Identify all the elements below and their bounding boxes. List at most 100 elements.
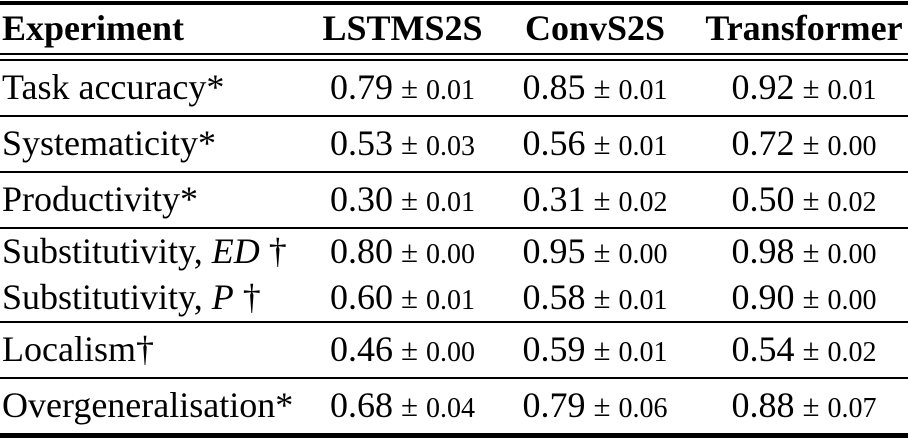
- value-cell: 0.54 ±0.02: [700, 329, 908, 370]
- value-cell: 0.72 ±0.00: [700, 123, 908, 164]
- value-cell: 0.92 ±0.01: [700, 67, 908, 108]
- value-cell: 0.50 ±0.02: [700, 180, 908, 219]
- row-label-text: Overgeneralisation: [2, 385, 276, 426]
- row-label-text: Productivity: [2, 179, 180, 220]
- row-label-marker: *: [275, 385, 294, 426]
- value: 0.88: [731, 385, 795, 426]
- value-cell: 0.53 ±0.03: [315, 124, 490, 163]
- plus-minus: ±: [593, 234, 611, 270]
- error-value: 0.01: [618, 285, 668, 317]
- value-cell: 0.30 ±0.01: [315, 180, 490, 219]
- plus-minus: ±: [400, 332, 418, 368]
- group-rule: [0, 321, 908, 323]
- value-cell: 0.79 ±0.06: [490, 385, 700, 426]
- value: 0.90: [731, 277, 795, 318]
- plus-minus: ±: [593, 182, 611, 218]
- table-row-overgeneralisation: Overgeneralisation* 0.68 ±0.04 0.79 ±0.06 …: [0, 379, 908, 433]
- plus-minus: ±: [593, 126, 611, 162]
- value-cell: 0.56 ±0.01: [490, 124, 700, 163]
- row-label-text: Substitutivity,: [2, 231, 212, 272]
- row-label: Task accuracy*: [0, 67, 315, 108]
- plus-minus: ±: [802, 280, 820, 316]
- error-value: 0.00: [426, 239, 475, 271]
- value-cell: 0.80 ±0.00: [315, 231, 490, 272]
- error-value: 0.02: [827, 187, 877, 219]
- table-row-localism: Localism† 0.46 ±0.00 0.59 ±0.01 0.54 ±0.02: [0, 323, 908, 377]
- value-cell: 0.88 ±0.07: [700, 385, 908, 426]
- plus-minus: ±: [802, 332, 820, 368]
- value: 0.60: [329, 277, 393, 318]
- error-value: 0.03: [426, 131, 475, 163]
- value: 0.31: [522, 179, 586, 220]
- row-label-marker: *: [206, 67, 225, 108]
- error-value: 0.00: [618, 239, 668, 271]
- plus-minus: ±: [400, 126, 418, 162]
- value: 0.72: [731, 123, 795, 164]
- value-cell: 0.68 ±0.04: [315, 385, 490, 426]
- group-rule: [0, 115, 908, 117]
- plus-minus: ±: [400, 182, 418, 218]
- group-rule: [0, 171, 908, 173]
- plus-minus: ±: [593, 70, 611, 106]
- value-cell: 0.58 ±0.01: [490, 277, 700, 318]
- plus-minus: ±: [802, 70, 820, 106]
- error-value: 0.01: [827, 75, 877, 107]
- error-value: 0.00: [827, 239, 877, 271]
- value: 0.59: [522, 329, 586, 370]
- row-label-italic: ED: [211, 231, 260, 272]
- error-value: 0.01: [618, 131, 668, 163]
- error-value: 0.06: [618, 393, 668, 425]
- row-label: Substitutivity, P †: [0, 277, 315, 318]
- error-value: 0.01: [426, 187, 475, 219]
- table-row-productivity: Productivity* 0.30 ±0.01 0.31 ±0.02 0.50 ±0…: [0, 173, 908, 227]
- value-cell: 0.59 ±0.01: [490, 329, 700, 370]
- value: 0.58: [522, 277, 586, 318]
- plus-minus: ±: [400, 280, 418, 316]
- value-cell: 0.95 ±0.00: [490, 231, 700, 272]
- plus-minus: ±: [802, 182, 820, 218]
- table-row-substitutivity-ed: Substitutivity, ED † 0.80 ±0.00 0.95 ±0.00…: [0, 229, 908, 275]
- error-value: 0.00: [827, 131, 877, 163]
- value: 0.80: [329, 231, 393, 272]
- error-value: 0.01: [618, 75, 668, 107]
- value: 0.98: [731, 231, 795, 272]
- row-label-marker: *: [180, 179, 198, 220]
- row-label-marker: †: [135, 329, 154, 370]
- row-label: Substitutivity, ED †: [0, 231, 315, 272]
- row-label: Systematicity*: [0, 124, 315, 163]
- header-row: Experiment LSTMS2S ConvS2S Transformer: [0, 5, 908, 53]
- row-label-text: Substitutivity,: [2, 277, 212, 318]
- error-value: 0.01: [426, 75, 475, 107]
- error-value: 0.01: [426, 285, 475, 317]
- table-row-task-accuracy: Task accuracy* 0.79 ±0.01 0.85 ±0.01 0.92 ±…: [0, 61, 908, 115]
- group-rule: [0, 227, 908, 229]
- value: 0.54: [731, 329, 795, 370]
- group-rule: [0, 377, 908, 379]
- value: 0.92: [731, 67, 795, 108]
- value-cell: 0.79 ±0.01: [315, 67, 490, 108]
- value-cell: 0.31 ±0.02: [490, 179, 700, 220]
- plus-minus: ±: [593, 388, 611, 424]
- value-cell: 0.90 ±0.00: [700, 277, 908, 318]
- value: 0.46: [329, 329, 393, 370]
- plus-minus: ±: [802, 126, 820, 162]
- plus-minus: ±: [802, 388, 820, 424]
- value-cell: 0.85 ±0.01: [490, 68, 700, 107]
- row-label: Productivity*: [0, 179, 315, 220]
- error-value: 0.02: [618, 187, 668, 219]
- header-convs2s: ConvS2S: [524, 8, 666, 49]
- top-rule: [0, 1, 908, 5]
- value: 0.79: [329, 67, 393, 108]
- value-cell: 0.98 ±0.00: [700, 231, 908, 272]
- value: 0.79: [522, 385, 586, 426]
- plus-minus: ±: [400, 70, 418, 106]
- row-label-text: Task accuracy: [2, 67, 207, 108]
- header-experiment: Experiment: [2, 8, 184, 49]
- plus-minus: ±: [400, 234, 418, 270]
- plus-minus: ±: [593, 332, 611, 368]
- value: 0.68: [329, 385, 393, 426]
- value-cell: 0.60 ±0.01: [315, 277, 490, 318]
- value: 0.95: [522, 231, 586, 272]
- error-value: 0.00: [426, 337, 475, 369]
